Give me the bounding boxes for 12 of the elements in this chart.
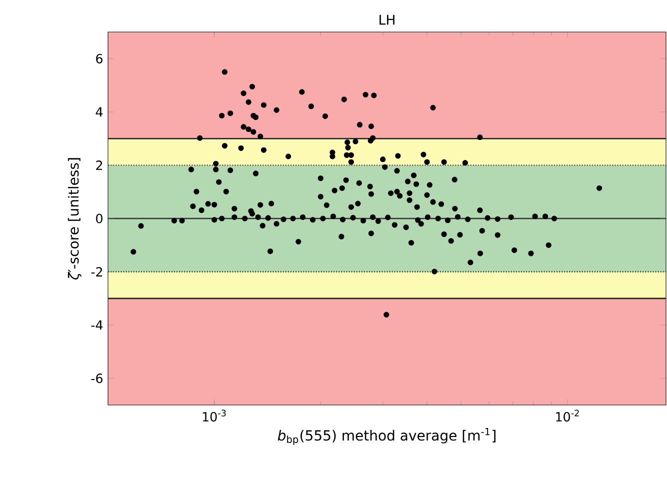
y-tick-label: 2 — [96, 160, 102, 170]
y-tick-label: -4 — [91, 320, 103, 330]
x-axis-title: b$_{bp}$(555) method average [m$^{-1}$] — [278, 428, 496, 445]
chart-title: LH — [380, 14, 394, 25]
x-tick-label: 10$^{-2}$ — [556, 410, 579, 422]
x-tick-label: 10$^{-3}$ — [202, 410, 226, 422]
y-tick-label: 6 — [96, 54, 102, 64]
y-tick-label: -2 — [91, 267, 102, 276]
y-tick-label: -6 — [91, 374, 102, 384]
y-axis-title: ζ′-score [unitless] — [68, 158, 82, 280]
y-tick-label: 4 — [96, 107, 103, 117]
y-tick-label: 0 — [96, 214, 102, 224]
